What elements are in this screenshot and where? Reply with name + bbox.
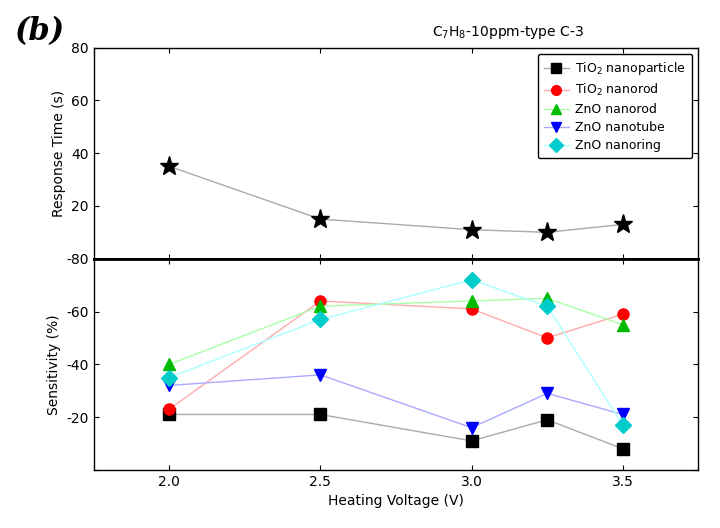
Text: C$_7$H$_8$-10ppm-type C-3: C$_7$H$_8$-10ppm-type C-3 xyxy=(432,24,584,41)
Text: (b): (b) xyxy=(14,16,65,47)
Legend: TiO$_2$ nanoparticle, TiO$_2$ nanorod, ZnO nanorod, ZnO nanotube, ZnO nanoring: TiO$_2$ nanoparticle, TiO$_2$ nanorod, Z… xyxy=(538,54,692,158)
Y-axis label: Response Time (s): Response Time (s) xyxy=(52,90,66,216)
Y-axis label: Sensitivity (%): Sensitivity (%) xyxy=(47,314,60,414)
X-axis label: Heating Voltage (V): Heating Voltage (V) xyxy=(328,494,464,508)
